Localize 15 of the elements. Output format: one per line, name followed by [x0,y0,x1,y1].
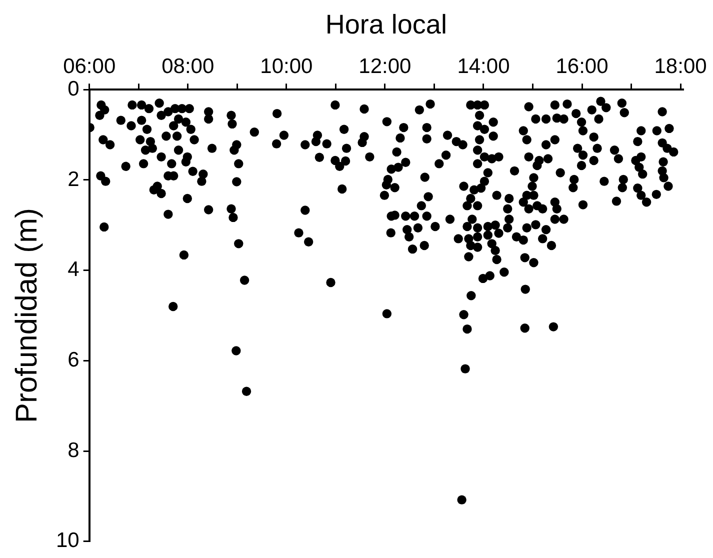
x-tick-label: 18:00 [654,54,707,78]
y-tick-label: 2 [68,168,80,191]
x-tick-label: 14:00 [457,54,510,78]
y-tick-label: 0 [68,77,80,100]
y-tick-label: 4 [68,258,80,282]
y-axis-title: Profundidad (m) [10,208,44,424]
y-tick-label: 10 [56,529,80,552]
x-axis-title: Hora local [325,10,447,40]
y-tick-label: 8 [68,438,80,462]
x-tick-label: 10:00 [260,54,313,78]
x-tick-label: 12:00 [358,54,412,78]
x-tick-label: 06:00 [63,54,116,78]
y-tick-label: 6 [68,348,80,372]
x-tick-label: 08:00 [162,54,214,78]
x-tick-label: 16:00 [556,54,608,78]
